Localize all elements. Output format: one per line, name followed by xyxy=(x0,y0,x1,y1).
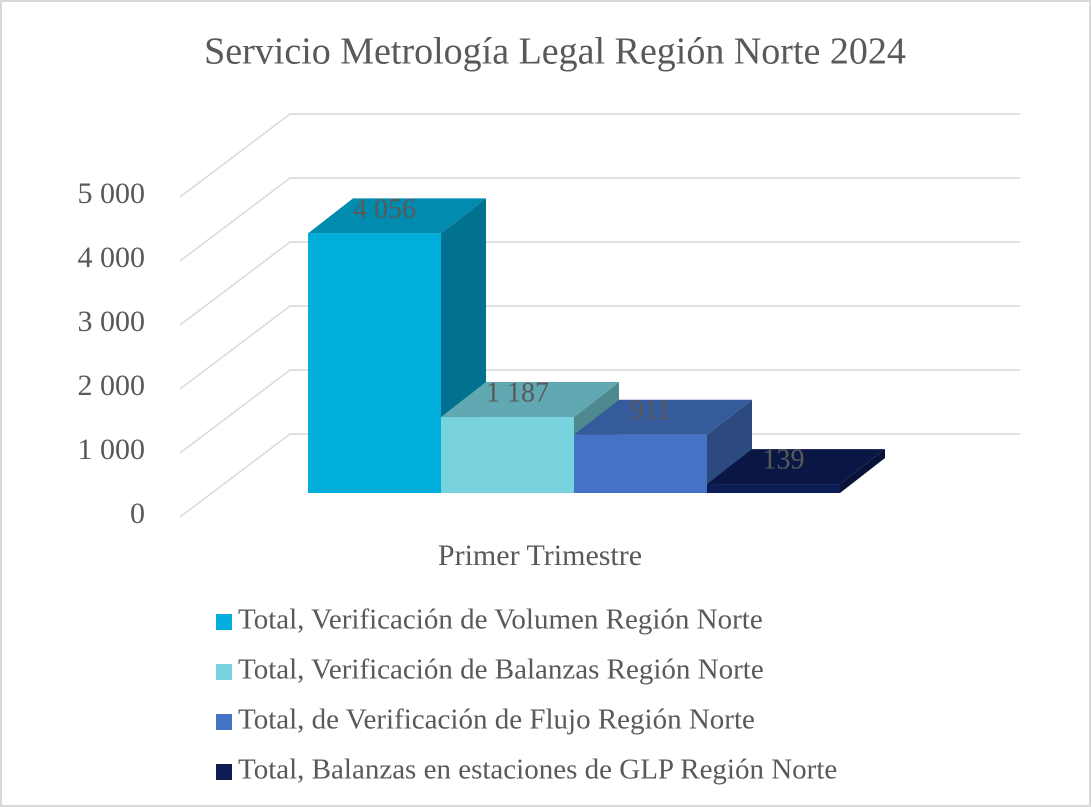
bar-top xyxy=(308,198,486,234)
bar xyxy=(574,434,707,493)
legend-label: Total, Verificación de Balanzas Región N… xyxy=(238,654,764,686)
legend-swatch xyxy=(216,764,232,780)
data-label: 911 xyxy=(630,395,671,426)
legend-label: Total, de Verificación de Flujo Región N… xyxy=(238,704,755,736)
y-tick-label: 4 000 xyxy=(78,241,146,274)
data-label: 139 xyxy=(763,445,805,476)
y-tick-label: 2 000 xyxy=(78,369,146,402)
bar xyxy=(308,233,441,493)
bar-side xyxy=(707,399,752,493)
y-tick-label: 0 xyxy=(130,497,145,530)
y-tick-label: 1 000 xyxy=(78,433,146,466)
legend-label: Total, Verificación de Volumen Región No… xyxy=(238,604,763,636)
grid-line xyxy=(179,241,1020,326)
data-label: 4 056 xyxy=(353,194,416,225)
legend-label: Total, Balanzas en estaciones de GLP Reg… xyxy=(238,754,837,786)
bar xyxy=(441,417,574,493)
grid-line xyxy=(179,433,1020,518)
bar-side xyxy=(840,449,885,493)
data-label: 1 187 xyxy=(486,377,549,408)
grid-line xyxy=(179,305,1020,390)
bar-top xyxy=(707,449,885,485)
bar xyxy=(707,484,840,493)
grid-line xyxy=(179,177,1020,262)
bar-top xyxy=(441,382,619,418)
y-tick-label: 3 000 xyxy=(78,305,146,338)
legend-swatch xyxy=(216,664,232,680)
legend-swatch xyxy=(216,614,232,630)
grid-line xyxy=(179,369,1020,454)
y-tick-label: 5 000 xyxy=(78,177,146,210)
chart-title: Servicio Metrología Legal Región Norte 2… xyxy=(204,31,906,73)
grid-line xyxy=(179,113,1020,198)
bar-top xyxy=(574,399,752,435)
legend-swatch xyxy=(216,714,232,730)
x-tick-label: Primer Trimestre xyxy=(438,539,642,572)
